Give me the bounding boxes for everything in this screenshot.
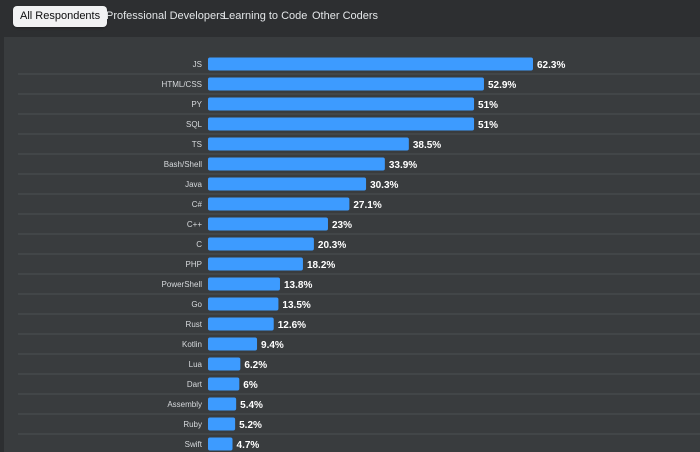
bar[interactable]	[208, 397, 237, 411]
category-label: C#	[192, 200, 203, 209]
value-label: 13.5%	[282, 300, 310, 311]
category-label: HTML/CSS	[162, 80, 202, 89]
bar[interactable]	[208, 57, 533, 71]
category-label: PowerShell	[162, 280, 203, 289]
category-label: Swift	[185, 440, 203, 449]
category-label: PY	[191, 100, 202, 109]
category-label: TS	[192, 140, 202, 149]
category-label: Java	[185, 180, 202, 189]
category-label: Go	[191, 300, 202, 309]
bar[interactable]	[208, 337, 258, 351]
bar[interactable]	[208, 377, 240, 391]
bar[interactable]	[208, 177, 367, 191]
category-label: Bash/Shell	[164, 160, 202, 169]
value-label: 4.7%	[237, 440, 260, 451]
value-label: 12.6%	[278, 320, 306, 331]
category-label: Ruby	[183, 420, 202, 429]
bar[interactable]	[208, 77, 484, 91]
language-usage-bar-chart: JS 62.3% HTML/CSS 52.9% PY 51% SQL 51% TS 38.5% Ba…	[18, 57, 700, 451]
value-label: 5.4%	[240, 400, 263, 411]
value-label: 20.3%	[318, 240, 346, 251]
category-label: Assembly	[167, 400, 202, 409]
value-label: 13.8%	[284, 280, 312, 291]
value-label: 51%	[478, 120, 498, 131]
value-label: 33.9%	[389, 160, 417, 171]
tab-all-respondents[interactable]: All Respondents	[13, 6, 108, 27]
tab-professional-developers[interactable]: Professional Developers	[106, 10, 226, 22]
bar[interactable]	[208, 117, 475, 131]
tab-other-coders[interactable]: Other Coders	[312, 10, 379, 22]
value-label: 27.1%	[353, 200, 381, 211]
value-label: 18.2%	[307, 260, 335, 271]
bar[interactable]	[208, 317, 274, 331]
value-label: 23%	[332, 220, 352, 231]
bar[interactable]	[208, 197, 350, 211]
bar[interactable]	[208, 157, 385, 171]
value-label: 6.2%	[244, 360, 267, 371]
bar[interactable]	[208, 277, 280, 291]
value-label: 38.5%	[413, 140, 441, 151]
bar[interactable]	[208, 357, 241, 371]
value-label: 6%	[243, 380, 258, 391]
bar[interactable]	[208, 417, 236, 431]
respondent-tab-bar: All Respondents Professional Developers …	[0, 0, 700, 37]
value-label: 30.3%	[370, 180, 398, 191]
value-label: 9.4%	[261, 340, 284, 351]
category-label: C++	[187, 220, 202, 229]
chart-panel: JS 62.3% HTML/CSS 52.9% PY 51% SQL 51% TS 38.5% Ba…	[4, 37, 700, 452]
bar[interactable]	[208, 217, 328, 231]
bar[interactable]	[208, 437, 233, 451]
category-label: Dart	[187, 380, 203, 389]
category-label: C	[196, 240, 202, 249]
category-label: Rust	[186, 320, 203, 329]
value-label: 51%	[478, 100, 498, 111]
category-label: JS	[193, 60, 202, 69]
value-label: 5.2%	[239, 420, 262, 431]
tab-learning-to-code[interactable]: Learning to Code	[223, 10, 308, 22]
bar[interactable]	[208, 137, 409, 151]
category-label: Kotlin	[182, 340, 202, 349]
category-label: PHP	[186, 260, 202, 269]
bar[interactable]	[208, 237, 314, 251]
category-label: SQL	[186, 120, 203, 129]
category-label: Lua	[189, 360, 203, 369]
bar[interactable]	[208, 97, 475, 111]
value-label: 52.9%	[488, 80, 516, 91]
value-label: 62.3%	[537, 60, 565, 71]
bar[interactable]	[208, 257, 303, 271]
bar[interactable]	[208, 297, 279, 311]
